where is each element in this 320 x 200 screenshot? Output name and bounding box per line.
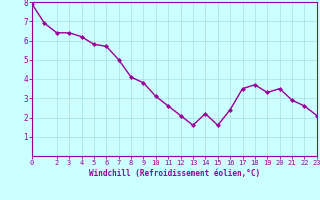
- X-axis label: Windchill (Refroidissement éolien,°C): Windchill (Refroidissement éolien,°C): [89, 169, 260, 178]
